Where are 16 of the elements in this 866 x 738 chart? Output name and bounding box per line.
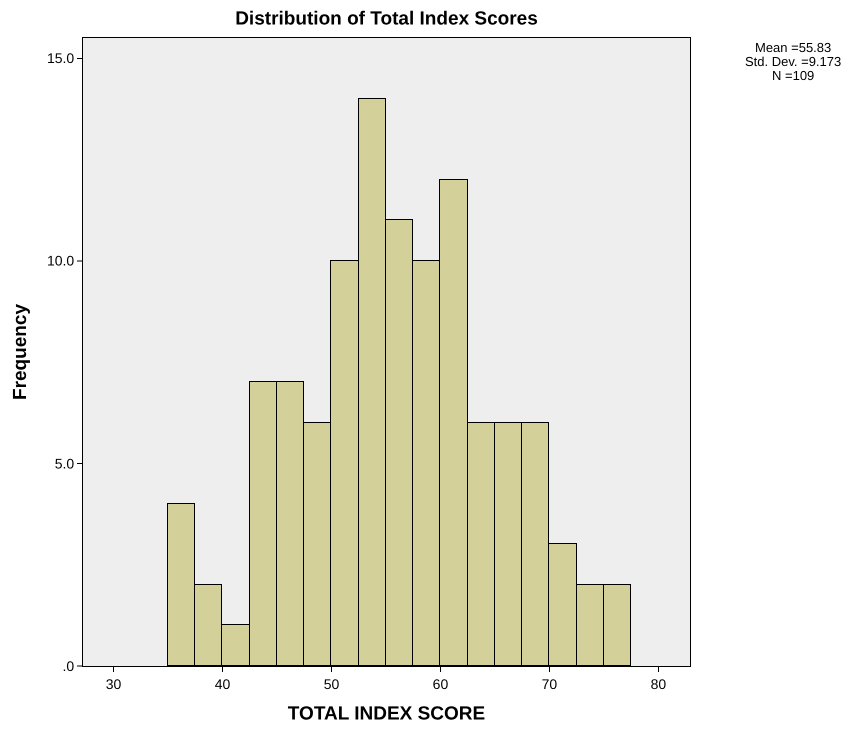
x-tick-label: 60 bbox=[432, 676, 448, 692]
x-tick-label: 70 bbox=[542, 676, 558, 692]
y-tick-label: 10.0 bbox=[46, 252, 74, 269]
text: Std. Dev. =9.173 bbox=[745, 54, 842, 69]
x-tick-label: 30 bbox=[106, 676, 122, 692]
x-tick-label: 40 bbox=[214, 676, 230, 692]
x-tick-label: 50 bbox=[324, 676, 340, 692]
x-tick-label: 80 bbox=[650, 676, 666, 692]
y-axis-title: Frequency bbox=[10, 304, 31, 400]
y-tick-label: 15.0 bbox=[46, 50, 74, 66]
text: N =109 bbox=[772, 68, 814, 83]
chart-title: Distribution of Total Index Scores bbox=[235, 8, 538, 30]
x-axis-title: TOTAL INDEX SCORE bbox=[288, 704, 486, 725]
y-tick-label: .0 bbox=[62, 658, 74, 674]
y-tick-label: 5.0 bbox=[54, 455, 74, 472]
text: Mean =55.83 bbox=[755, 40, 832, 55]
